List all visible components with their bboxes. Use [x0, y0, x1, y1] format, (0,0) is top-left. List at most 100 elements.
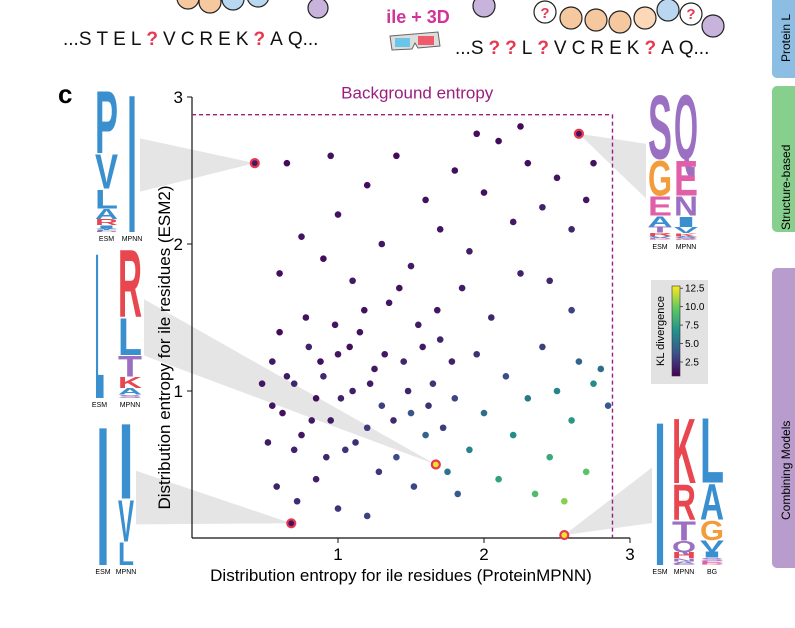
point	[276, 270, 283, 277]
point	[517, 123, 524, 130]
point	[604, 402, 612, 410]
colorbar: KL divergence 2.5 5.0 7.5 10.0 12.5	[651, 280, 708, 384]
logo-letter: Q	[674, 76, 698, 179]
side-tabs: Protein L Structure-based Combining Mode…	[772, 0, 795, 568]
point	[264, 439, 272, 446]
logo-letter: A	[648, 212, 672, 230]
x-axis-label: Distribution entropy for ile residues (P…	[210, 566, 592, 585]
point	[561, 497, 568, 505]
logo-column-label: MPNN	[674, 569, 695, 576]
logo-letter: R	[672, 474, 696, 531]
3d-glasses	[389, 31, 441, 51]
logo-letter: I	[96, 386, 110, 608]
point	[502, 373, 510, 380]
annotation: Background entropy	[341, 84, 494, 103]
point	[553, 174, 561, 182]
logo-letter: T	[648, 225, 674, 234]
colorbar-tick-label: 12.5	[685, 284, 705, 295]
point	[454, 490, 462, 498]
logo-letter: V	[118, 488, 134, 554]
point	[568, 226, 575, 233]
logo-column-label: MPNN	[676, 244, 697, 251]
logo-letter: G	[648, 150, 672, 207]
panel-label: c	[58, 79, 72, 109]
logo-letter: L	[700, 398, 724, 502]
logo-letter: S	[674, 238, 699, 240]
logo-letter: A	[700, 474, 724, 531]
point	[298, 233, 305, 240]
logo-letter: T	[672, 517, 696, 548]
point	[363, 512, 371, 520]
point	[444, 468, 451, 476]
point	[546, 277, 553, 285]
sequence-token: ?	[254, 29, 266, 50]
logo-column-label: ESM	[652, 244, 667, 251]
sequence-token: E	[609, 38, 622, 59]
point	[582, 196, 590, 204]
sequence-right: ...S?? L? V C R E K? A Q...	[455, 38, 709, 59]
point	[273, 483, 280, 490]
y-tick-label: 3	[174, 88, 183, 107]
point	[451, 167, 459, 174]
point	[400, 358, 408, 365]
wedge	[144, 299, 436, 465]
highlight-point	[249, 158, 260, 169]
colorbar-tick-label: 7.5	[685, 321, 699, 332]
point	[308, 417, 316, 424]
point	[327, 417, 335, 424]
sequence-token: A	[661, 38, 674, 59]
highlight-point	[286, 518, 297, 529]
logo-letter: I	[127, 54, 137, 274]
point	[302, 314, 310, 321]
point	[509, 218, 517, 226]
point	[396, 284, 403, 292]
point	[480, 409, 488, 417]
method-label: ile + 3D	[386, 7, 450, 27]
point	[269, 358, 276, 365]
y-tick-label: 1	[174, 382, 183, 401]
logo-letter: L	[95, 212, 104, 444]
point	[371, 365, 378, 373]
sequence-token: ...S	[63, 29, 92, 50]
point	[352, 439, 359, 446]
logo-letter: E	[700, 560, 725, 563]
point	[422, 431, 429, 439]
point	[480, 189, 488, 196]
sequence-token: C	[181, 29, 195, 50]
logo-letter: K	[648, 239, 676, 240]
tab-label: Combining Models	[779, 421, 793, 520]
colorbar-tick-label: 5.0	[685, 339, 699, 350]
point	[349, 277, 356, 285]
logo-letter: K	[672, 398, 696, 502]
logo-letter: E	[672, 563, 697, 565]
point	[568, 417, 575, 424]
point	[546, 453, 553, 461]
logo-column-label: BG	[707, 569, 717, 576]
point	[448, 358, 456, 365]
highlight-point	[573, 128, 585, 139]
point	[334, 211, 342, 218]
x-tick-label: 2	[479, 545, 488, 564]
sequence-token: A	[270, 29, 283, 50]
logo-letter: L	[118, 537, 134, 573]
point	[323, 453, 330, 461]
point	[312, 475, 320, 483]
point	[327, 152, 335, 160]
point	[366, 380, 374, 387]
logo-letter: H	[672, 551, 697, 560]
logo-letter: V	[648, 235, 673, 238]
point	[473, 350, 481, 358]
point	[531, 490, 539, 498]
point	[375, 468, 383, 476]
unknown-glyph: ?	[686, 6, 695, 23]
point	[305, 343, 313, 351]
point	[422, 196, 429, 204]
point	[439, 424, 447, 432]
sequence-token: ?	[644, 38, 656, 59]
logo-letter: H	[95, 231, 118, 232]
point	[553, 387, 561, 395]
sequence-token: K	[236, 29, 249, 50]
logo-letter: K	[674, 232, 700, 237]
point	[378, 402, 386, 410]
